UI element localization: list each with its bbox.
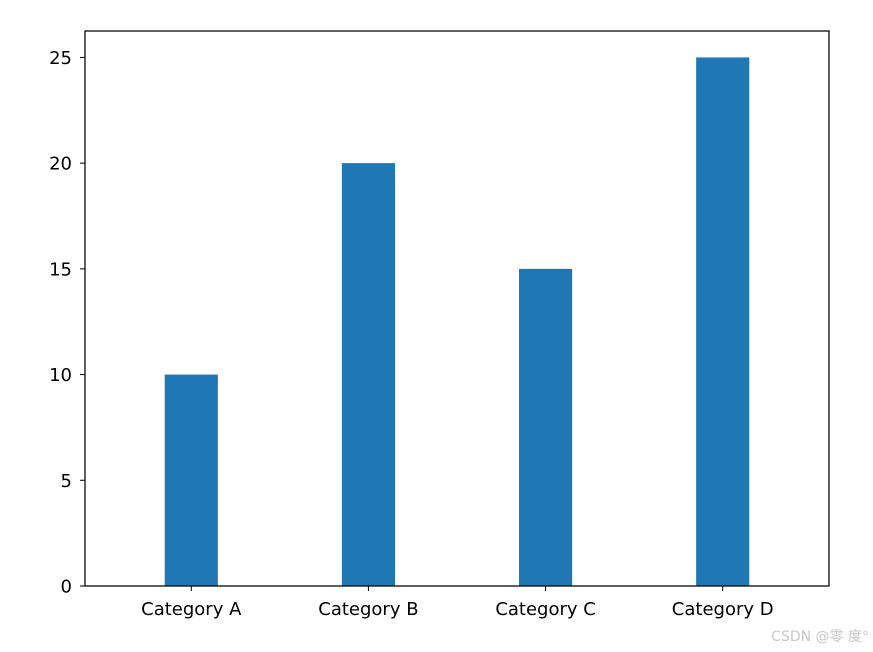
- y-tick-label: 5: [61, 471, 72, 492]
- bar-category-c: [519, 268, 573, 586]
- watermark: CSDN @零 度°: [771, 629, 869, 645]
- y-axis: 0 5 10 15 20 25: [49, 48, 85, 598]
- y-tick-label: 10: [49, 365, 72, 386]
- bar-category-a: [164, 374, 218, 586]
- x-tick-label: Category A: [141, 599, 242, 620]
- x-tick-label: Category D: [672, 599, 774, 620]
- y-tick-label: 20: [49, 154, 72, 175]
- y-tick-label: 15: [49, 259, 72, 280]
- x-tick-label: Category C: [495, 599, 596, 620]
- y-tick-label: 25: [49, 48, 72, 69]
- y-tick-label: 0: [61, 577, 72, 598]
- bar-category-b: [341, 163, 395, 586]
- bars-layer: [164, 57, 750, 586]
- bar-category-d: [696, 57, 750, 586]
- x-axis: Category A Category B Category C Category D: [141, 586, 774, 620]
- plot-frame: [84, 30, 830, 587]
- x-tick-label: Category B: [318, 599, 418, 620]
